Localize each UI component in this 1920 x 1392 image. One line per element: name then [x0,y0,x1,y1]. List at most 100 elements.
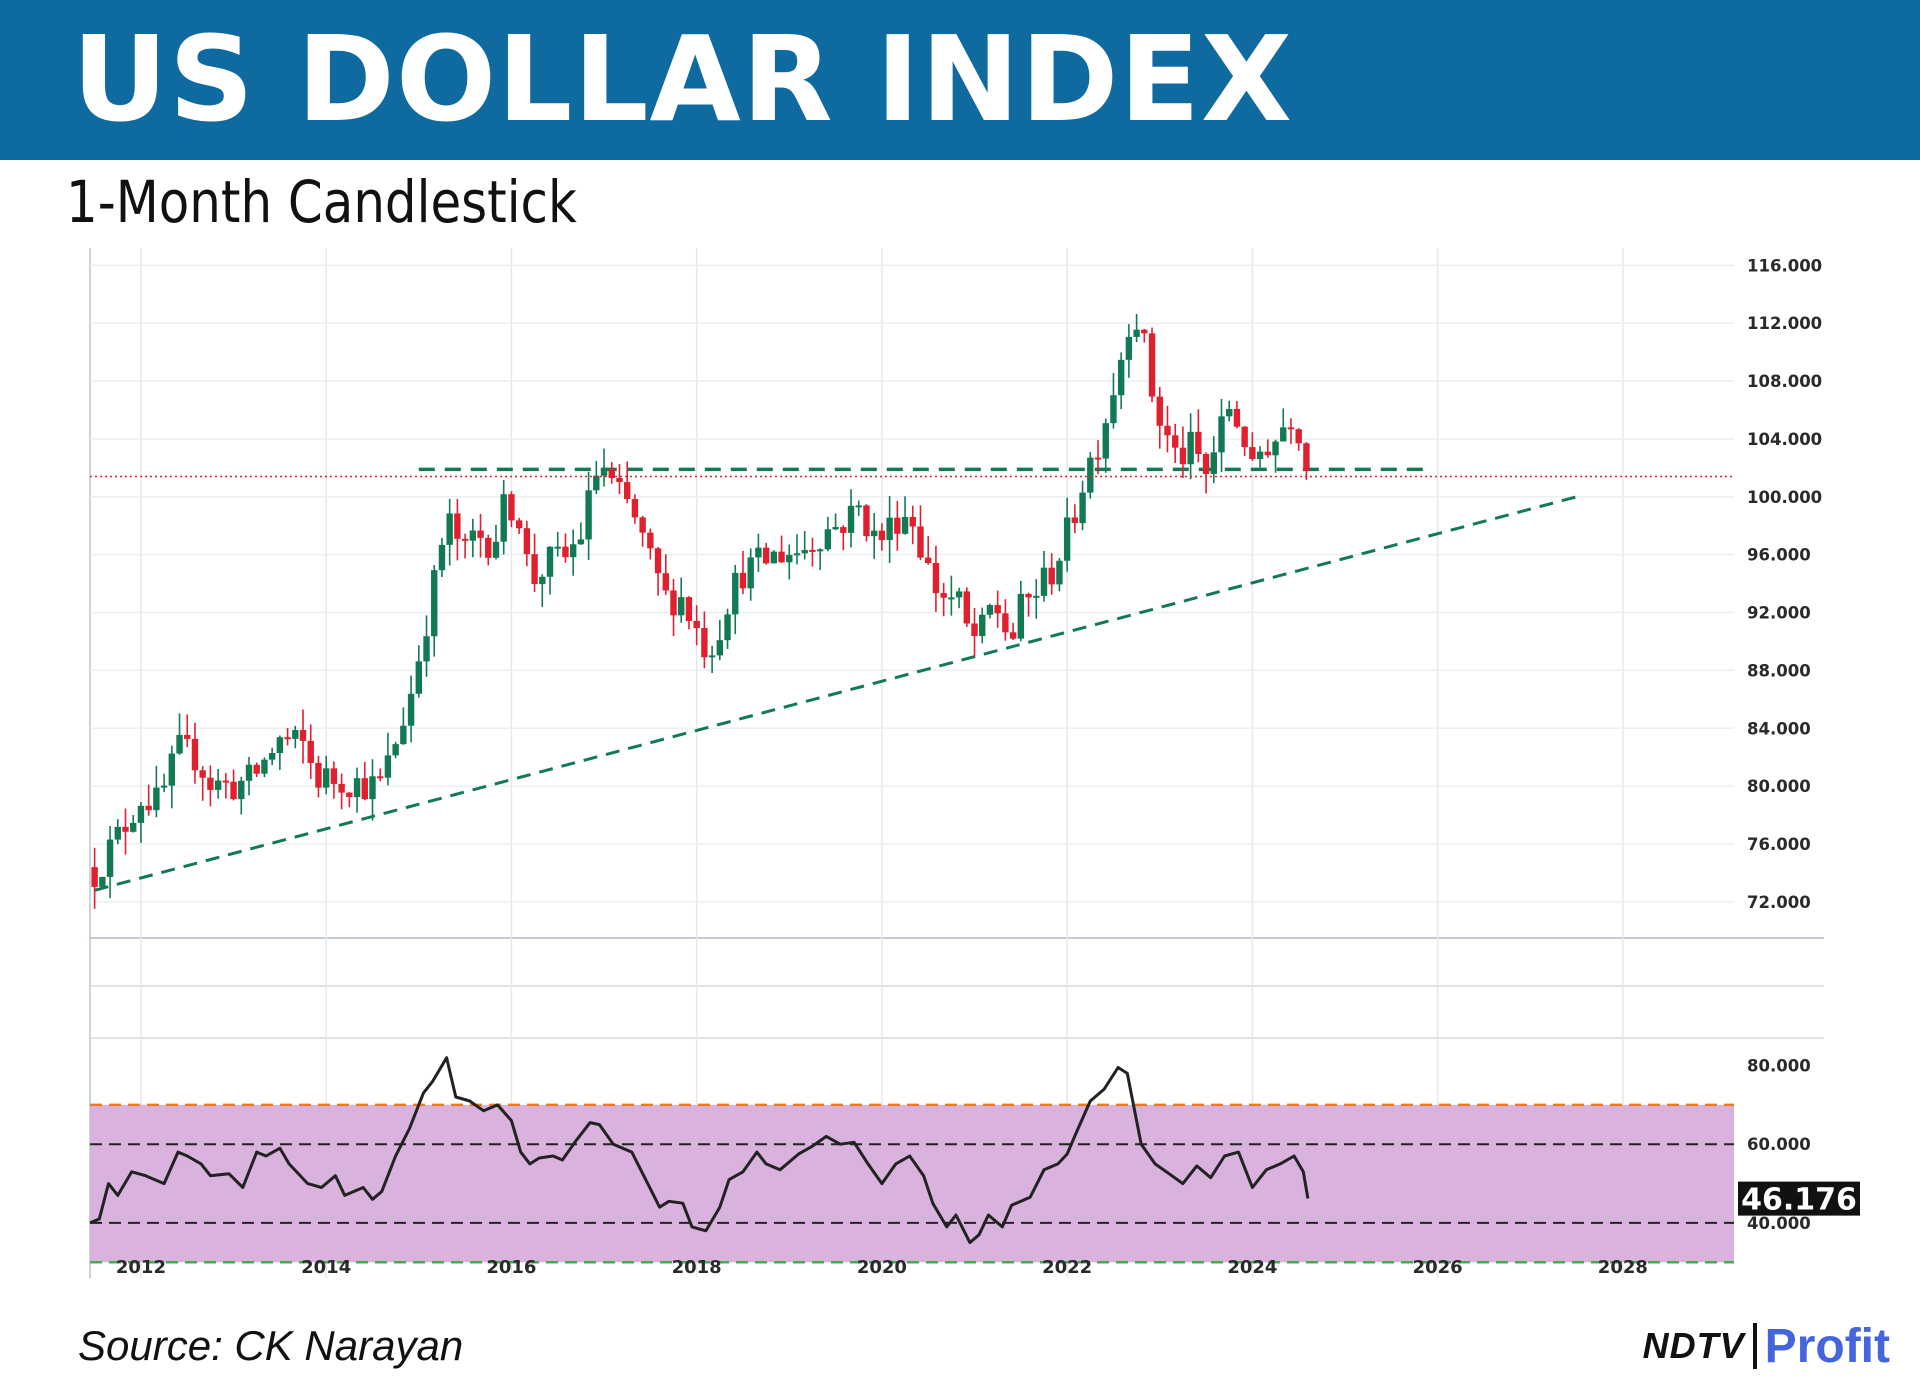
price-tick-label: 116.000 [1747,256,1822,275]
candle-up [114,826,121,840]
candle-up [901,517,909,534]
candle-up [431,570,438,637]
candle-down [338,783,345,793]
candle-up [492,541,500,558]
candle-up [160,785,168,788]
candle-up [1226,409,1233,417]
candle-down [909,517,916,527]
candle-up [99,876,106,887]
candle-up [1017,593,1025,639]
candle-up [353,778,361,798]
candle-up [176,734,183,754]
candle-down [307,740,314,763]
candle-down [461,538,469,541]
candle-up [1087,457,1094,493]
candle-up [1272,441,1279,456]
candle-down [1164,425,1171,436]
candle-up [1102,423,1109,459]
chart-title: US DOLLAR INDEX [72,10,1293,148]
candle-up [238,780,245,800]
candle-up [1125,336,1133,360]
year-tick-label: 2026 [1413,1257,1463,1278]
candle-up [1133,329,1140,337]
candle-down [1241,426,1248,448]
candle-down [330,768,338,784]
candle-up [261,759,268,774]
candle-down [631,499,639,518]
candle-down [701,628,708,658]
candle-up [948,597,955,600]
candle-down [1002,613,1009,633]
candle-up [106,839,114,877]
candle-up [153,787,160,811]
brand-separator [1752,1323,1757,1369]
candle-down [762,547,770,564]
candle-down [917,526,924,558]
candle-down [184,734,191,739]
candle-up [369,776,376,800]
candle-down [191,738,199,771]
candle-up [1110,395,1117,424]
candle-down [122,826,129,832]
candle-down [454,513,461,539]
rsi-line [89,1056,1310,1245]
candle-down [377,776,384,779]
candle-down [284,737,291,740]
price-axis: 116.000 112.000 108.000 104.000 100.000 96.00… [1747,256,1822,911]
candle-down [562,546,569,558]
candle-up [423,636,430,662]
candle-down [1094,457,1102,460]
candle-down [971,623,978,637]
rsi-levels [90,1103,1734,1264]
candle-up [832,527,839,530]
candle-up [1187,431,1194,465]
time-axis: 2012 2014 2016 2018 2020 2022 2024 2026 2028 [116,1257,1648,1278]
candle-up [392,744,399,756]
brand-logo: NDTV Profit [1643,1318,1890,1374]
price-tick-label: 104.000 [1747,430,1822,449]
rsi-tick-label: 60.000 [1747,1135,1811,1154]
candle-down [145,805,152,811]
price-tick-label: 80.000 [1747,777,1811,796]
candle-down [662,573,669,591]
candle-down [670,590,677,616]
price-tick-label: 84.000 [1747,719,1811,738]
header-banner: US DOLLAR INDEX [0,0,1920,160]
candle-down [230,781,237,800]
candle-up [546,546,554,577]
year-tick-label: 2022 [1042,1257,1092,1278]
candle-up [245,764,253,781]
candle-up [955,591,963,598]
candle-down [1202,454,1210,474]
candle-down [531,554,538,585]
chart-subtitle: 1-Month Candlestick [66,168,577,236]
candle-down [685,597,693,621]
candle-up [585,490,592,540]
candle-up [747,557,754,589]
year-tick-label: 2028 [1598,1257,1648,1278]
candle-up [1040,567,1048,596]
price-tick-label: 76.000 [1747,835,1811,854]
year-tick-label: 2020 [857,1257,907,1278]
price-tick-label: 112.000 [1747,314,1822,333]
candle-up [469,530,477,541]
candle-down [1295,429,1302,444]
candle-up [400,725,407,745]
candle-down [299,730,307,741]
candle-up [322,768,330,788]
candle-up [168,753,176,786]
candle-down [1287,427,1295,430]
candle-down [894,517,901,534]
candle-up [1063,517,1071,561]
candle-up [500,494,507,542]
candle-down [809,549,816,552]
candle-down [91,867,98,887]
brand-ndtv: NDTV [1642,1325,1745,1366]
candle-up [438,544,446,571]
candle-up [276,737,284,754]
candle-down [361,778,368,800]
year-tick-label: 2018 [672,1257,722,1278]
candle-up [801,549,808,554]
candle-down [1156,396,1163,426]
candle-down [994,605,1001,614]
